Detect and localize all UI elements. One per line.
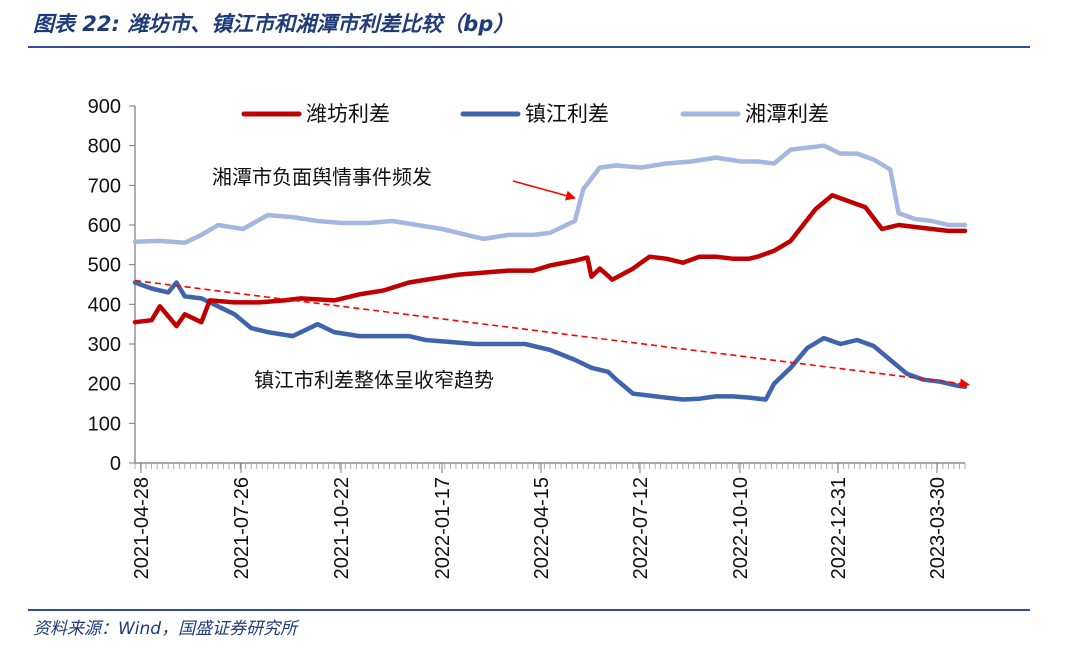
x-tick-label: 2022-04-15 [531,477,553,579]
x-tick-label: 2023-03-30 [927,477,949,579]
footer-divider [28,609,1030,611]
x-tick-label: 2021-10-22 [331,477,353,579]
chart-title: 图表 22: 潍坊市、镇江市和湘潭市利差比较（bp） [33,12,515,36]
y-tick-label: 0 [110,453,121,475]
x-tick-label: 2022-01-17 [432,477,454,579]
y-tick-label: 700 [88,175,121,197]
y-tick-label: 300 [88,334,121,356]
legend-label-0: 潍坊利差 [306,102,390,126]
title-divider [28,46,1030,48]
y-tick-label: 400 [88,294,121,316]
annotation-zhenjiang: 镇江市利差整体呈收窄趋势 [254,368,494,392]
y-tick-label: 800 [88,136,121,158]
x-tick-label: 2021-04-28 [131,477,153,579]
x-tick-label: 2022-07-12 [630,477,652,579]
y-tick-label: 500 [88,255,121,277]
y-tick-label: 900 [88,96,121,118]
x-tick-label: 2021-07-26 [231,477,253,579]
annotation-xiangtan: 湘潭市负面舆情事件频发 [212,165,432,189]
series-line-0 [132,193,968,329]
series-line-1 [132,280,968,402]
legend-label-2: 湘潭利差 [745,102,829,126]
y-tick-label: 600 [88,215,121,237]
y-tick-label: 100 [88,413,121,435]
annotation-arrow [512,180,576,201]
legend-label-1: 镇江利差 [525,102,609,126]
x-tick-label: 2022-10-10 [730,477,752,579]
x-tick-label: 2022-12-31 [828,477,850,579]
source-note: 资料来源：Wind，国盛证券研究所 [33,619,298,639]
series-line-2 [132,143,968,246]
trend-arrow [134,279,970,389]
y-tick-label: 200 [88,374,121,396]
